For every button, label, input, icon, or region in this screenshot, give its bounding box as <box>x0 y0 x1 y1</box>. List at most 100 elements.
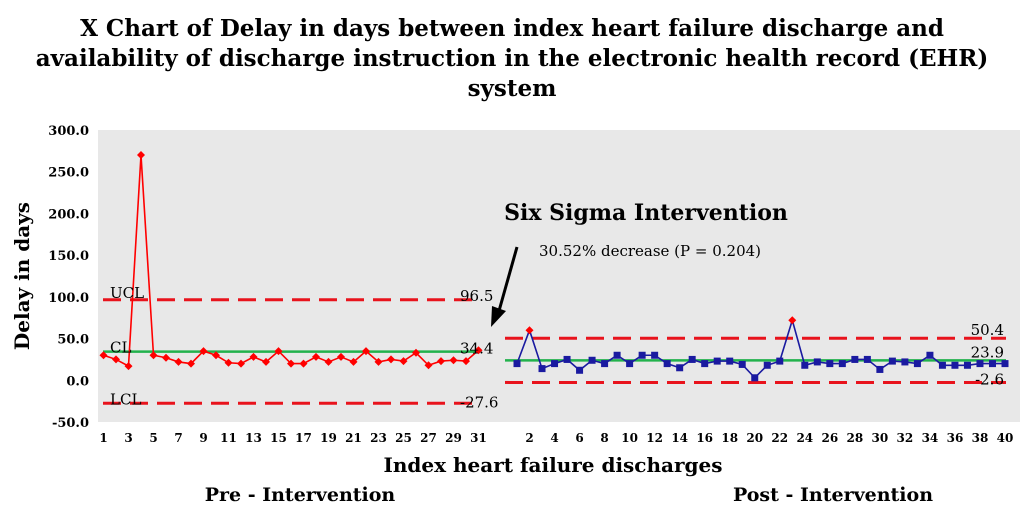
pre-data-point <box>237 359 245 368</box>
x-tick-label: 28 <box>846 431 863 445</box>
pre-data-point <box>212 351 220 360</box>
post-data-point <box>613 351 621 359</box>
pre-data-point <box>149 351 158 360</box>
x-tick-label: 12 <box>646 431 663 445</box>
post-data-point <box>951 361 959 369</box>
post-data-point <box>763 361 771 369</box>
pre-data-point <box>262 357 270 366</box>
limit-labels: UCL CL LCL 96.5 34.4 -27.6 50.4 23.9 -2.6 <box>110 284 1004 412</box>
y-axis-ticks: 300.0 250.0 200.0 150.0 100.0 50.0 0.0 -50.0 <box>48 124 89 431</box>
pre-data-point <box>362 347 370 356</box>
x-tick-label: 24 <box>796 431 813 445</box>
y-tick-label: 300.0 <box>48 124 89 139</box>
y-tick-label: 150.0 <box>48 249 89 264</box>
post-data-point <box>913 360 921 368</box>
post-data-point <box>588 356 596 364</box>
x-tick-label: 13 <box>245 431 262 445</box>
pre-lcl-value: -27.6 <box>460 393 498 411</box>
x-tick-label: 34 <box>922 431 939 445</box>
lcl-name-label: LCL <box>110 390 141 408</box>
pre-data-point <box>137 151 145 160</box>
pre-data-point <box>474 346 483 355</box>
post-data-point <box>976 360 984 368</box>
pre-data-point <box>99 351 108 360</box>
x-tick-label: 14 <box>671 431 688 445</box>
x-tick-label: 27 <box>420 431 437 445</box>
x-tick-label: 18 <box>721 431 738 445</box>
x-tick-label: 5 <box>149 431 157 445</box>
x-tick-label: 4 <box>550 431 558 445</box>
pre-data-point <box>437 357 445 366</box>
intervention-arrow <box>491 246 519 327</box>
post-data-point <box>926 351 934 359</box>
post-data-point <box>776 357 784 365</box>
pre-data-point <box>324 357 333 366</box>
pre-data-point <box>112 355 120 364</box>
x-tick-label: 3 <box>124 431 132 445</box>
pre-data-point <box>424 361 433 370</box>
post-data-point <box>938 361 946 369</box>
ucl-name-label: UCL <box>110 284 144 302</box>
x-tick-label: 23 <box>370 431 387 445</box>
x-axis-ticks: 1 3 5 7 9 11 13 15 17 19 21 23 25 27 29 31 2 4 6 8 10 12 14 16 1… <box>99 431 1013 445</box>
pre-data-point <box>462 357 470 366</box>
post-data-point <box>601 360 609 368</box>
pre-data-point <box>299 359 308 368</box>
post-data-point <box>713 357 721 365</box>
post-data-point <box>838 360 846 368</box>
pre-data-point <box>337 352 345 361</box>
chart-title-line-3: system <box>467 75 557 102</box>
post-series-line <box>516 317 1005 379</box>
x-tick-label: 15 <box>270 431 287 445</box>
post-data-point <box>513 360 521 368</box>
y-tick-label: 100.0 <box>48 291 89 306</box>
post-data-point <box>676 364 684 372</box>
pre-data-point <box>274 347 283 356</box>
post-data-point <box>863 355 871 363</box>
y-axis-title: Delay in days <box>10 202 34 350</box>
x-tick-label: 38 <box>972 431 989 445</box>
pre-data-point <box>349 357 358 366</box>
x-tick-label: 8 <box>600 431 608 445</box>
pre-data-point <box>187 359 195 368</box>
post-data-point <box>651 351 659 359</box>
pre-data-point <box>387 355 395 364</box>
x-tick-label: 40 <box>997 431 1014 445</box>
x-tick-label: 31 <box>470 431 487 445</box>
x-tick-label: 20 <box>746 431 763 445</box>
cl-name-label: CL <box>110 339 131 357</box>
post-ucl-value: 50.4 <box>971 321 1004 339</box>
pre-phase-label: Pre - Intervention <box>205 484 396 506</box>
pre-data-point <box>199 347 208 356</box>
post-data-point <box>901 358 909 366</box>
post-data-point <box>888 357 896 365</box>
x-tick-label: 17 <box>295 431 312 445</box>
post-data-point <box>701 360 709 368</box>
pre-data-point <box>162 353 170 362</box>
post-data-point <box>638 351 646 359</box>
x-tick-label: 2 <box>525 431 533 445</box>
pre-cl-value: 34.4 <box>460 340 493 358</box>
pre-data-point <box>412 348 420 357</box>
pre-data-point <box>449 356 458 365</box>
post-data-point <box>1001 360 1009 368</box>
intervention-subtitle: 30.52% decrease (P = 0.204) <box>539 242 761 260</box>
x-tick-label: 22 <box>771 431 788 445</box>
post-data-point <box>988 360 996 368</box>
x-tick-label: 25 <box>395 431 412 445</box>
post-data-point <box>551 360 559 368</box>
x-tick-label: 30 <box>872 431 889 445</box>
x-tick-label: 26 <box>821 431 838 445</box>
chart-title-line-1: X Chart of Delay in days between index h… <box>80 15 944 42</box>
post-data-point <box>726 357 734 365</box>
x-tick-label: 21 <box>345 431 362 445</box>
pre-data-point <box>224 358 233 367</box>
post-data-point <box>751 374 759 382</box>
post-data-point <box>788 316 797 325</box>
intervention-title: Six Sigma Intervention <box>504 200 788 226</box>
x-tick-label: 6 <box>575 431 583 445</box>
post-data-point <box>738 360 746 368</box>
post-data-point <box>826 360 834 368</box>
data-series <box>99 151 1009 382</box>
